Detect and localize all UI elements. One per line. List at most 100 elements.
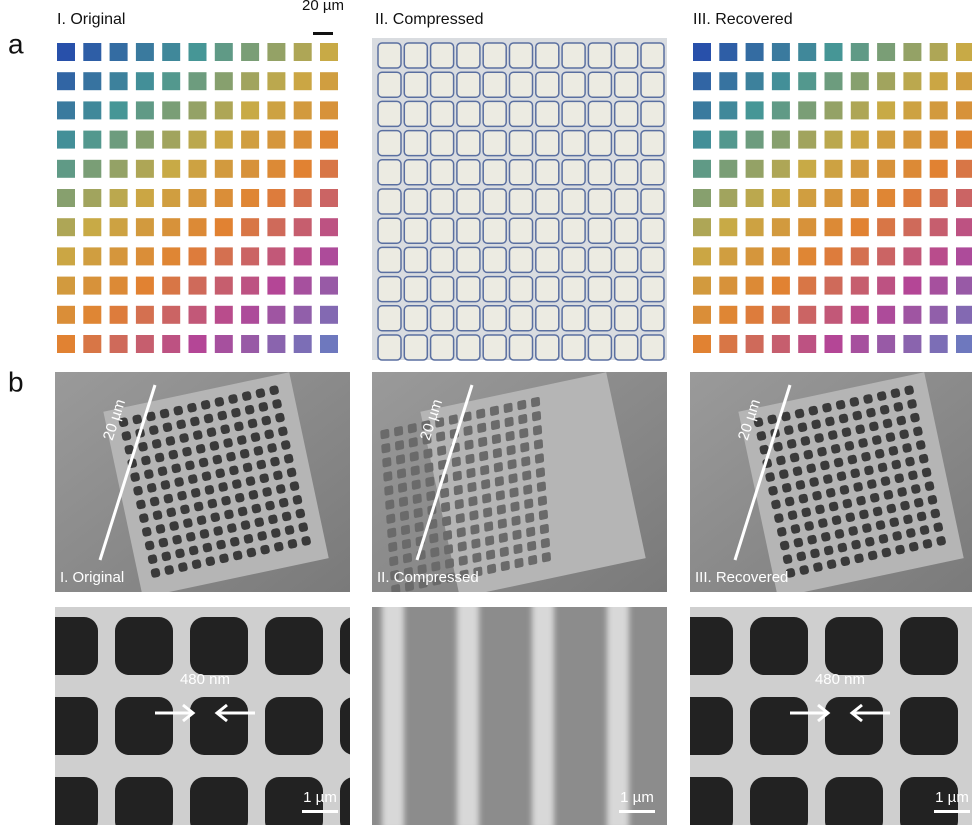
pore: [892, 531, 902, 541]
pore: [265, 777, 323, 825]
pore: [191, 559, 202, 569]
microcell: [214, 276, 233, 295]
pore: [799, 565, 809, 575]
microcell: [83, 276, 102, 295]
microcell: [188, 159, 207, 178]
pore: [872, 506, 883, 517]
pore: [462, 411, 472, 422]
pore: [417, 564, 427, 575]
panel-title: I. Original: [57, 11, 125, 28]
pore: [882, 418, 893, 429]
pore: [468, 496, 478, 507]
scale-line: [415, 384, 474, 561]
microcell: [929, 101, 948, 120]
pore: [172, 534, 182, 545]
microcell: [320, 218, 338, 237]
microcell: [482, 100, 507, 128]
microcell: [587, 246, 613, 274]
pore: [464, 439, 474, 450]
pore: [493, 462, 503, 473]
pore: [785, 568, 796, 578]
microcell: [877, 305, 896, 324]
microcell: [508, 71, 534, 98]
microcell: [929, 72, 948, 91]
pore: [182, 446, 192, 457]
pore: [253, 446, 264, 456]
microcell: [613, 305, 639, 332]
pore: [435, 417, 445, 428]
pore: [273, 470, 283, 481]
microcell: [135, 218, 154, 237]
scale-bar: [934, 810, 970, 813]
pore: [286, 467, 297, 478]
microcell: [57, 335, 75, 353]
pore: [240, 520, 251, 530]
pore: [199, 529, 210, 539]
microcell: [482, 275, 507, 303]
pore: [872, 435, 882, 445]
microcell: [403, 42, 429, 69]
pore: [440, 487, 450, 499]
pore: [933, 522, 944, 532]
microcell: [771, 43, 790, 61]
pore: [485, 535, 495, 546]
microcell: [109, 218, 128, 237]
microcell: [561, 100, 586, 128]
pore: [160, 480, 171, 490]
microcell: [824, 305, 843, 324]
microcell: [561, 129, 586, 157]
microcell: [109, 43, 128, 61]
pore: [524, 498, 534, 509]
microcell: [613, 188, 639, 215]
pore: [526, 526, 536, 537]
microcell: [877, 159, 896, 178]
panel-title: II. Compressed: [375, 11, 483, 28]
pore: [384, 485, 394, 496]
pore: [226, 451, 236, 462]
pore: [209, 441, 220, 451]
microcell: [293, 43, 312, 61]
microcell: [214, 72, 233, 91]
microcell: [83, 218, 102, 237]
microcell: [613, 42, 639, 69]
pore: [807, 534, 817, 545]
microcell: [188, 130, 207, 149]
microcell: [771, 130, 790, 149]
pore: [445, 572, 456, 583]
microcell: [214, 218, 233, 237]
pore: [400, 524, 411, 535]
pore: [265, 697, 323, 755]
pore: [412, 493, 422, 504]
microcell: [850, 43, 869, 61]
pore: [163, 493, 174, 504]
microcell: [403, 275, 429, 303]
pore: [437, 445, 447, 456]
pore: [55, 617, 98, 675]
microcell: [320, 247, 338, 266]
microcell: [508, 246, 534, 274]
microcell: [57, 305, 75, 324]
pore: [913, 497, 924, 508]
pore: [478, 436, 488, 448]
pore: [271, 528, 281, 538]
pore: [496, 504, 506, 515]
pore: [220, 424, 230, 435]
microcell: [482, 217, 507, 244]
microcell: [241, 101, 260, 120]
pore: [280, 440, 291, 450]
pore: [260, 544, 270, 555]
microcell: [903, 189, 922, 207]
pore: [436, 431, 446, 442]
pore: [229, 536, 240, 547]
pore: [432, 575, 442, 586]
pore: [864, 536, 875, 547]
microcell: [719, 101, 738, 120]
pore: [386, 513, 396, 524]
microcell: [57, 130, 75, 149]
pore: [690, 617, 733, 675]
microcell: [613, 275, 639, 303]
microcell: [377, 305, 402, 332]
pore: [767, 414, 777, 425]
